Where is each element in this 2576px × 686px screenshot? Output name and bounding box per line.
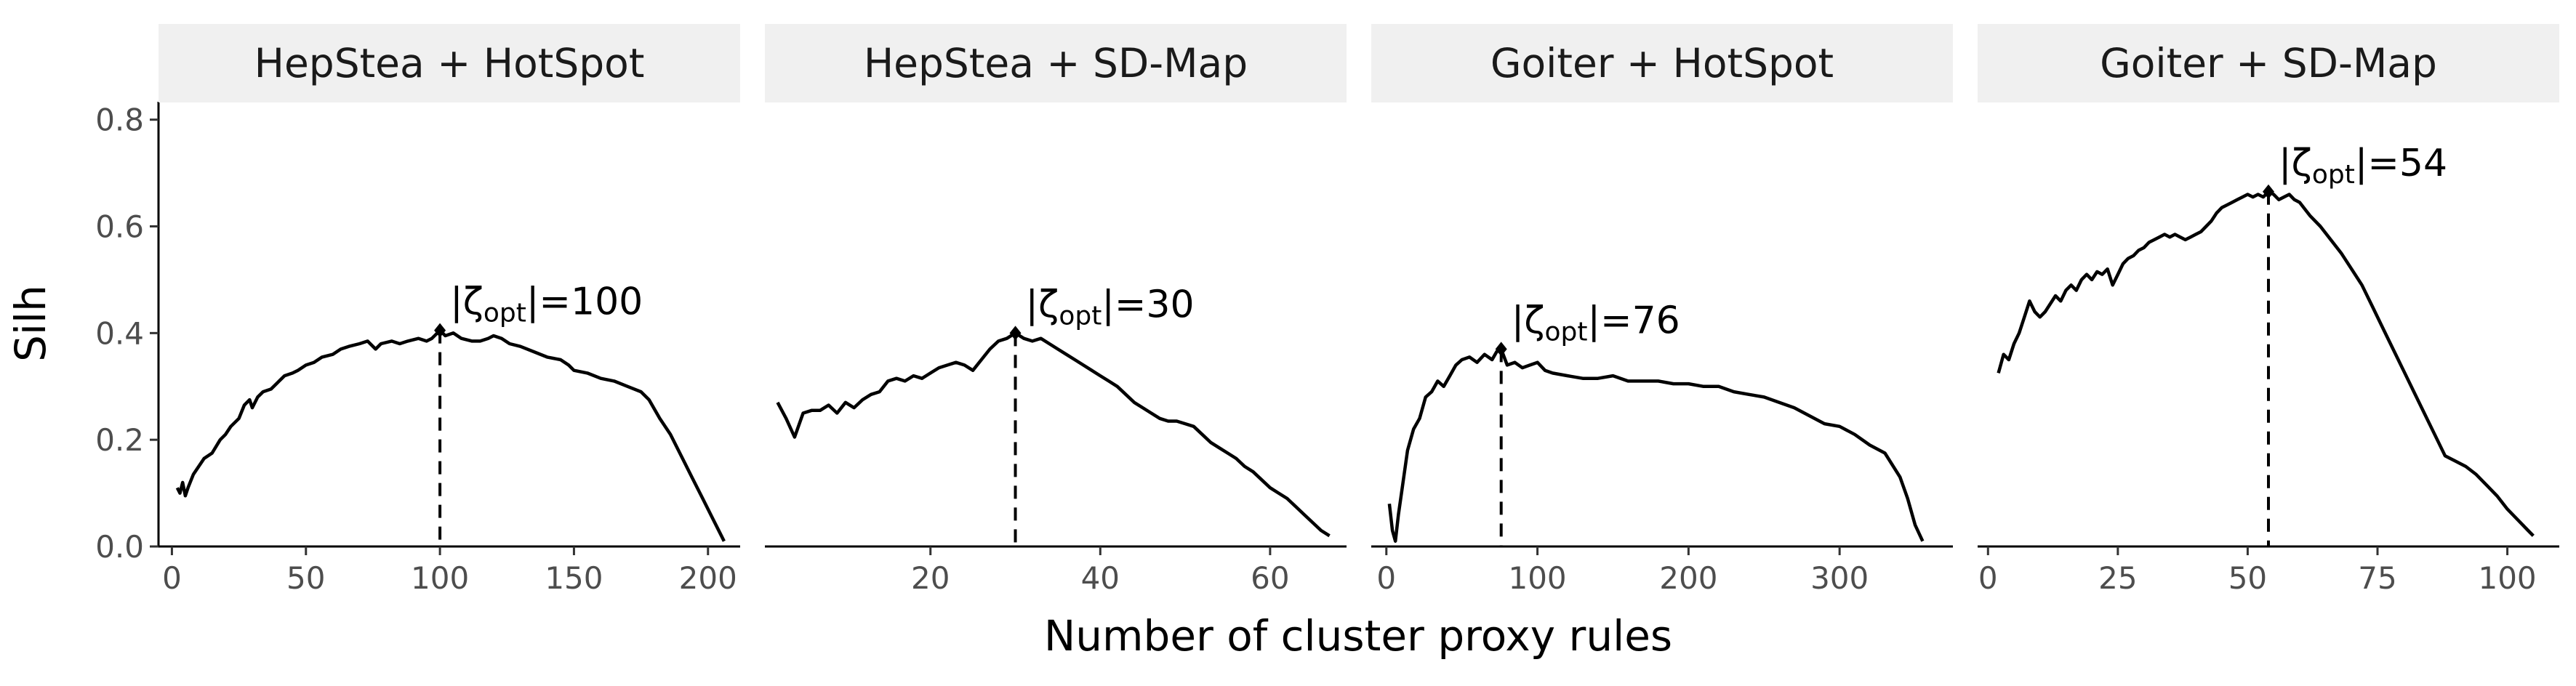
facet-strip-background [765,24,1347,102]
optimum-annotation: |ζopt|=30 [1026,283,1195,331]
facet-panel-hepstea-hotspot: HepStea + HotSpot 0 50 100 150 200 |ζopt|=100 [159,24,740,596]
facet-strip-background [1371,24,1953,102]
facet-strip-title: HepStea + SD-Map [864,40,1248,86]
y-tick-label: 0.6 [95,209,144,245]
optimum-annotation: |ζopt|=54 [2279,142,2447,190]
x-tick-label: 20 [911,560,950,596]
x-tick-label: 100 [411,560,469,596]
x-tick-label: 300 [1810,560,1869,596]
y-tick-label: 0.4 [95,315,144,351]
optimum-marker [1009,326,1022,341]
x-tick-label: 50 [2228,560,2267,596]
facet-strip-background [159,24,740,102]
x-tick-label: 200 [679,560,737,596]
x-tick-label: 60 [1251,560,1289,596]
optimum-marker [434,323,446,338]
x-tick-label: 100 [2478,560,2536,596]
facet-panel-goiter-sdmap: Goiter + SD-Map 0 25 50 75 100 |ζopt|=54 [1978,24,2559,596]
x-tick-label: 0 [1978,560,1998,596]
facet-strip-background [1978,24,2559,102]
silh-series-line [1997,190,2535,537]
x-tick-label: 0 [162,560,182,596]
facet-panel-hepstea-sdmap: HepStea + SD-Map 20 40 60 |ζopt|=30 [765,24,1347,596]
y-tick-label: 0.8 [95,102,144,138]
x-tick-label: 40 [1081,560,1120,596]
x-tick-label: 100 [1508,560,1566,596]
facet-strip-title: Goiter + HotSpot [1490,40,1834,86]
x-tick-label: 50 [286,560,325,596]
x-tick-label: 0 [1376,560,1396,596]
x-tick-label: 75 [2358,560,2396,596]
x-tick-label: 200 [1659,560,1717,596]
optimum-marker [2263,184,2274,199]
optimum-annotation: |ζopt|=100 [450,281,643,328]
facet-panel-goiter-hotspot: Goiter + HotSpot 0 100 200 300 |ζopt|=76 [1371,24,1953,596]
facet-strip-title: Goiter + SD-Map [2100,40,2437,86]
y-tick-label: 0.2 [95,422,144,458]
silh-series-line [1387,347,1925,543]
silh-series-line [175,328,726,542]
y-tick-label: 0.0 [95,529,144,565]
facet-strip-title: HepStea + HotSpot [254,40,645,86]
x-axis-title: Number of cluster proxy rules [1044,611,1672,661]
x-tick-label: 150 [545,560,603,596]
y-axis-title: Silh [6,285,55,362]
optimum-marker [1495,342,1507,357]
x-tick-label: 25 [2098,560,2137,596]
silh-series-line [776,331,1331,538]
y-axis: 0.0 0.2 0.4 0.6 0.8 [95,102,160,565]
optimum-annotation: |ζopt|=76 [1512,299,1680,347]
